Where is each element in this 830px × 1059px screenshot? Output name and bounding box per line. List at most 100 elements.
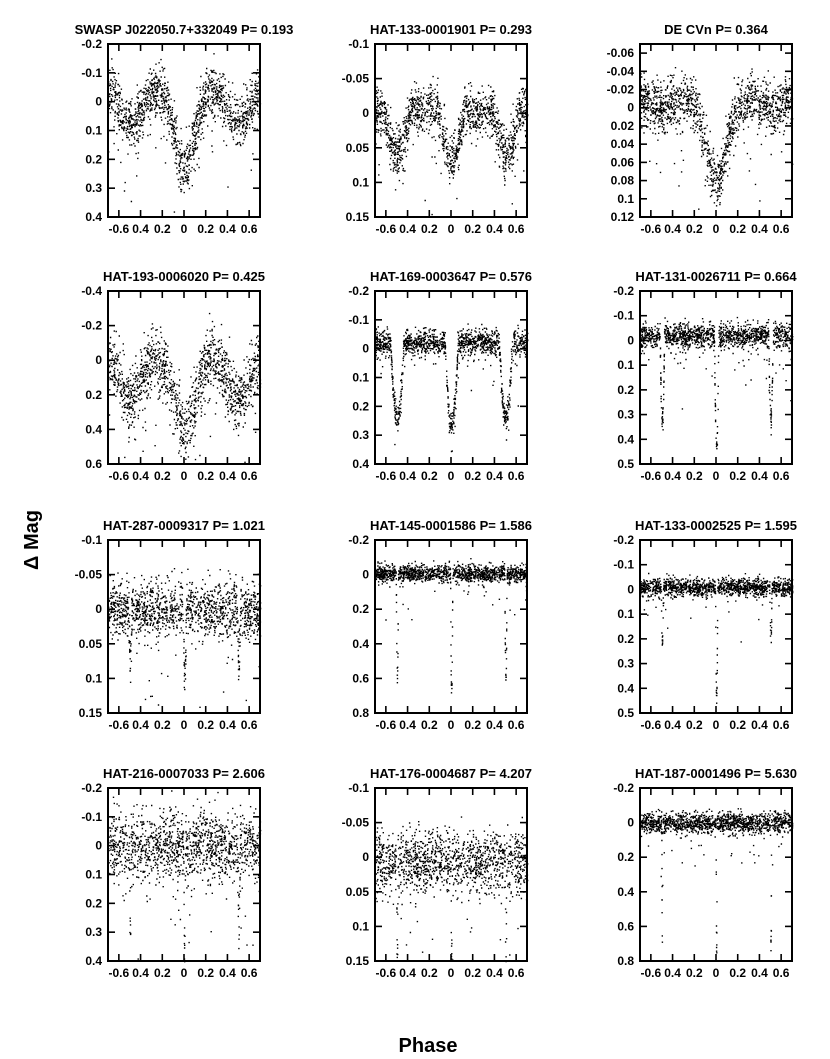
data-markers [640,572,794,704]
y-tick-label: -0.2 [81,781,102,795]
scatter-points [640,808,794,954]
x-tick-label: 0.6 [773,718,790,732]
y-tick-label: 0.05 [346,141,370,155]
data-markers [375,558,528,694]
x-tick-label: 0.2 [197,718,214,732]
y-tick-label: 0 [95,602,102,616]
scatter-points [640,67,794,210]
x-tick-label: 0.2 [154,222,171,236]
x-tick-label: 0.4 [751,469,768,483]
y-tick-label: 0.5 [617,457,634,471]
x-tick-label: 0.2 [464,469,481,483]
x-tick-label: -0.6 [641,966,662,980]
scatter-points [108,53,262,213]
x-tick-label: 0.4 [486,469,503,483]
panel-title: SWASP J022050.7+332049 P= 0.193 [75,22,294,37]
x-tick-label: -0.6 [376,718,397,732]
x-tick-label: 0.4 [664,966,681,980]
x-tick-label: 0.6 [508,469,525,483]
scatter-points [108,568,262,708]
x-tick-label: 0 [448,966,455,980]
panel-9: HAT-133-0002525 P= 1.595-0.2 -0.1 0 0.1 0.2 0… [613,518,797,732]
y-tick-label: -0.1 [81,66,102,80]
y-tick-label: 0 [362,106,369,120]
y-tick-label: 0 [627,101,634,115]
x-tick-label: 0 [181,718,188,732]
panel-6: HAT-131-0026711 P= 0.664-0.2 -0.1 0 0.1 0.2 0… [613,269,797,483]
y-tick-label: 0.4 [85,954,102,968]
x-tick-label: 0.2 [197,469,214,483]
data-markers [108,568,262,708]
y-tick-label: 0.1 [85,124,102,138]
x-tick-label: 0.6 [508,966,525,980]
x-tick-label: 0.6 [241,469,258,483]
y-tick-label: 0 [362,850,369,864]
y-tick-label: 0.4 [352,457,369,471]
scatter-points [108,312,262,463]
x-tick-label: 0 [181,469,188,483]
x-tick-label: -0.6 [641,222,662,236]
data-markers [375,323,529,453]
scatter-points [375,323,529,453]
y-tick-label: 0.8 [617,954,634,968]
y-tick-label: 0.6 [85,457,102,471]
x-tick-label: 0 [181,966,188,980]
x-tick-label: 0.2 [421,222,438,236]
y-tick-label: 0.2 [85,152,102,166]
y-tick-label: 0.05 [79,637,103,651]
panel-11: HAT-176-0004687 P= 4.207-0.1 -0.05 0 0.05 0.… [342,766,532,980]
plot-frame [639,43,793,218]
plot-frame [374,787,528,962]
panel-title: HAT-133-0002525 P= 1.595 [635,518,797,533]
y-tick-label: 0.5 [617,706,634,720]
data-markers [375,75,529,216]
scatter-points [375,816,529,963]
y-tick-label: 0.3 [617,408,634,422]
scatter-points [375,558,528,694]
y-tick-label: -0.2 [613,284,634,298]
x-tick-label: 0 [713,222,720,236]
y-tick-label: 0.6 [352,671,369,685]
y-axis-label: Δ Mag [21,510,43,570]
scatter-points [640,572,794,704]
y-tick-label: 0.4 [85,422,102,436]
panel-title: HAT-193-0006020 P= 0.425 [103,269,265,284]
y-tick-label: 0.1 [85,671,102,685]
y-tick-label: 0.4 [85,210,102,224]
panels-grid: SWASP J022050.7+332049 P= 0.193 -0.2 -0.1 0… [75,22,798,980]
x-tick-label: 0 [713,718,720,732]
data-markers [640,67,794,210]
x-tick-label: -0.6 [109,222,130,236]
x-tick-label: 0.2 [686,966,703,980]
x-tick-label: 0.4 [132,718,149,732]
y-tick-label: -0.2 [348,284,369,298]
panel-7: HAT-287-0009317 P= 1.021-0.1 -0.05 0 0.05 0.… [75,518,265,732]
panel-1: SWASP J022050.7+332049 P= 0.193-0.2 -0.1 0… [75,22,294,236]
x-tick-label: 0.6 [241,966,258,980]
y-tick-label: -0.2 [81,319,102,333]
y-tick-label: -0.1 [613,309,634,323]
x-tick-label: 0.2 [464,966,481,980]
y-tick-label: -0.05 [342,816,370,830]
x-tick-label: 0 [713,966,720,980]
y-tick-label: 0.2 [85,896,102,910]
x-axis-label: Phase [399,1035,458,1057]
x-tick-label: 0.4 [751,718,768,732]
y-tick-label: -0.06 [607,46,635,60]
y-tick-label: 0.6 [617,919,634,933]
x-tick-label: 0.4 [399,469,416,483]
y-tick-label: 0.04 [611,137,635,151]
y-tick-label: -0.4 [81,284,102,298]
x-tick-label: 0.4 [132,222,149,236]
x-tick-label: 0.2 [464,718,481,732]
y-tick-label: 0.4 [352,637,369,651]
y-tick-label: 0.1 [617,607,634,621]
y-tick-label: -0.1 [81,810,102,824]
x-tick-label: 0 [181,222,188,236]
x-tick-label: 0.6 [508,718,525,732]
x-tick-label: 0.2 [421,718,438,732]
y-tick-label: 0.1 [617,358,634,372]
x-tick-label: 0.4 [132,469,149,483]
y-tick-label: 0.2 [352,602,369,616]
